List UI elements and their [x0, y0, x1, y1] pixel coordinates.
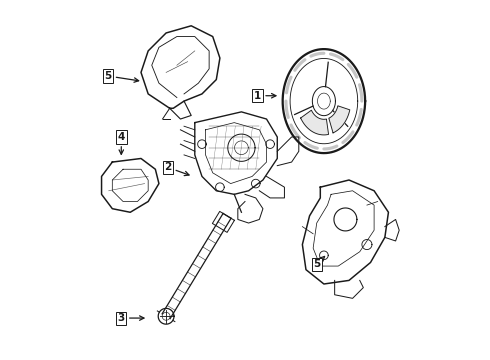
Text: 5: 5	[104, 71, 139, 82]
Polygon shape	[329, 106, 350, 133]
Text: 4: 4	[118, 132, 125, 154]
Text: 3: 3	[118, 313, 144, 323]
Text: 5: 5	[313, 256, 325, 269]
Text: 1: 1	[254, 91, 276, 101]
Text: 2: 2	[164, 162, 189, 176]
Polygon shape	[301, 110, 329, 135]
